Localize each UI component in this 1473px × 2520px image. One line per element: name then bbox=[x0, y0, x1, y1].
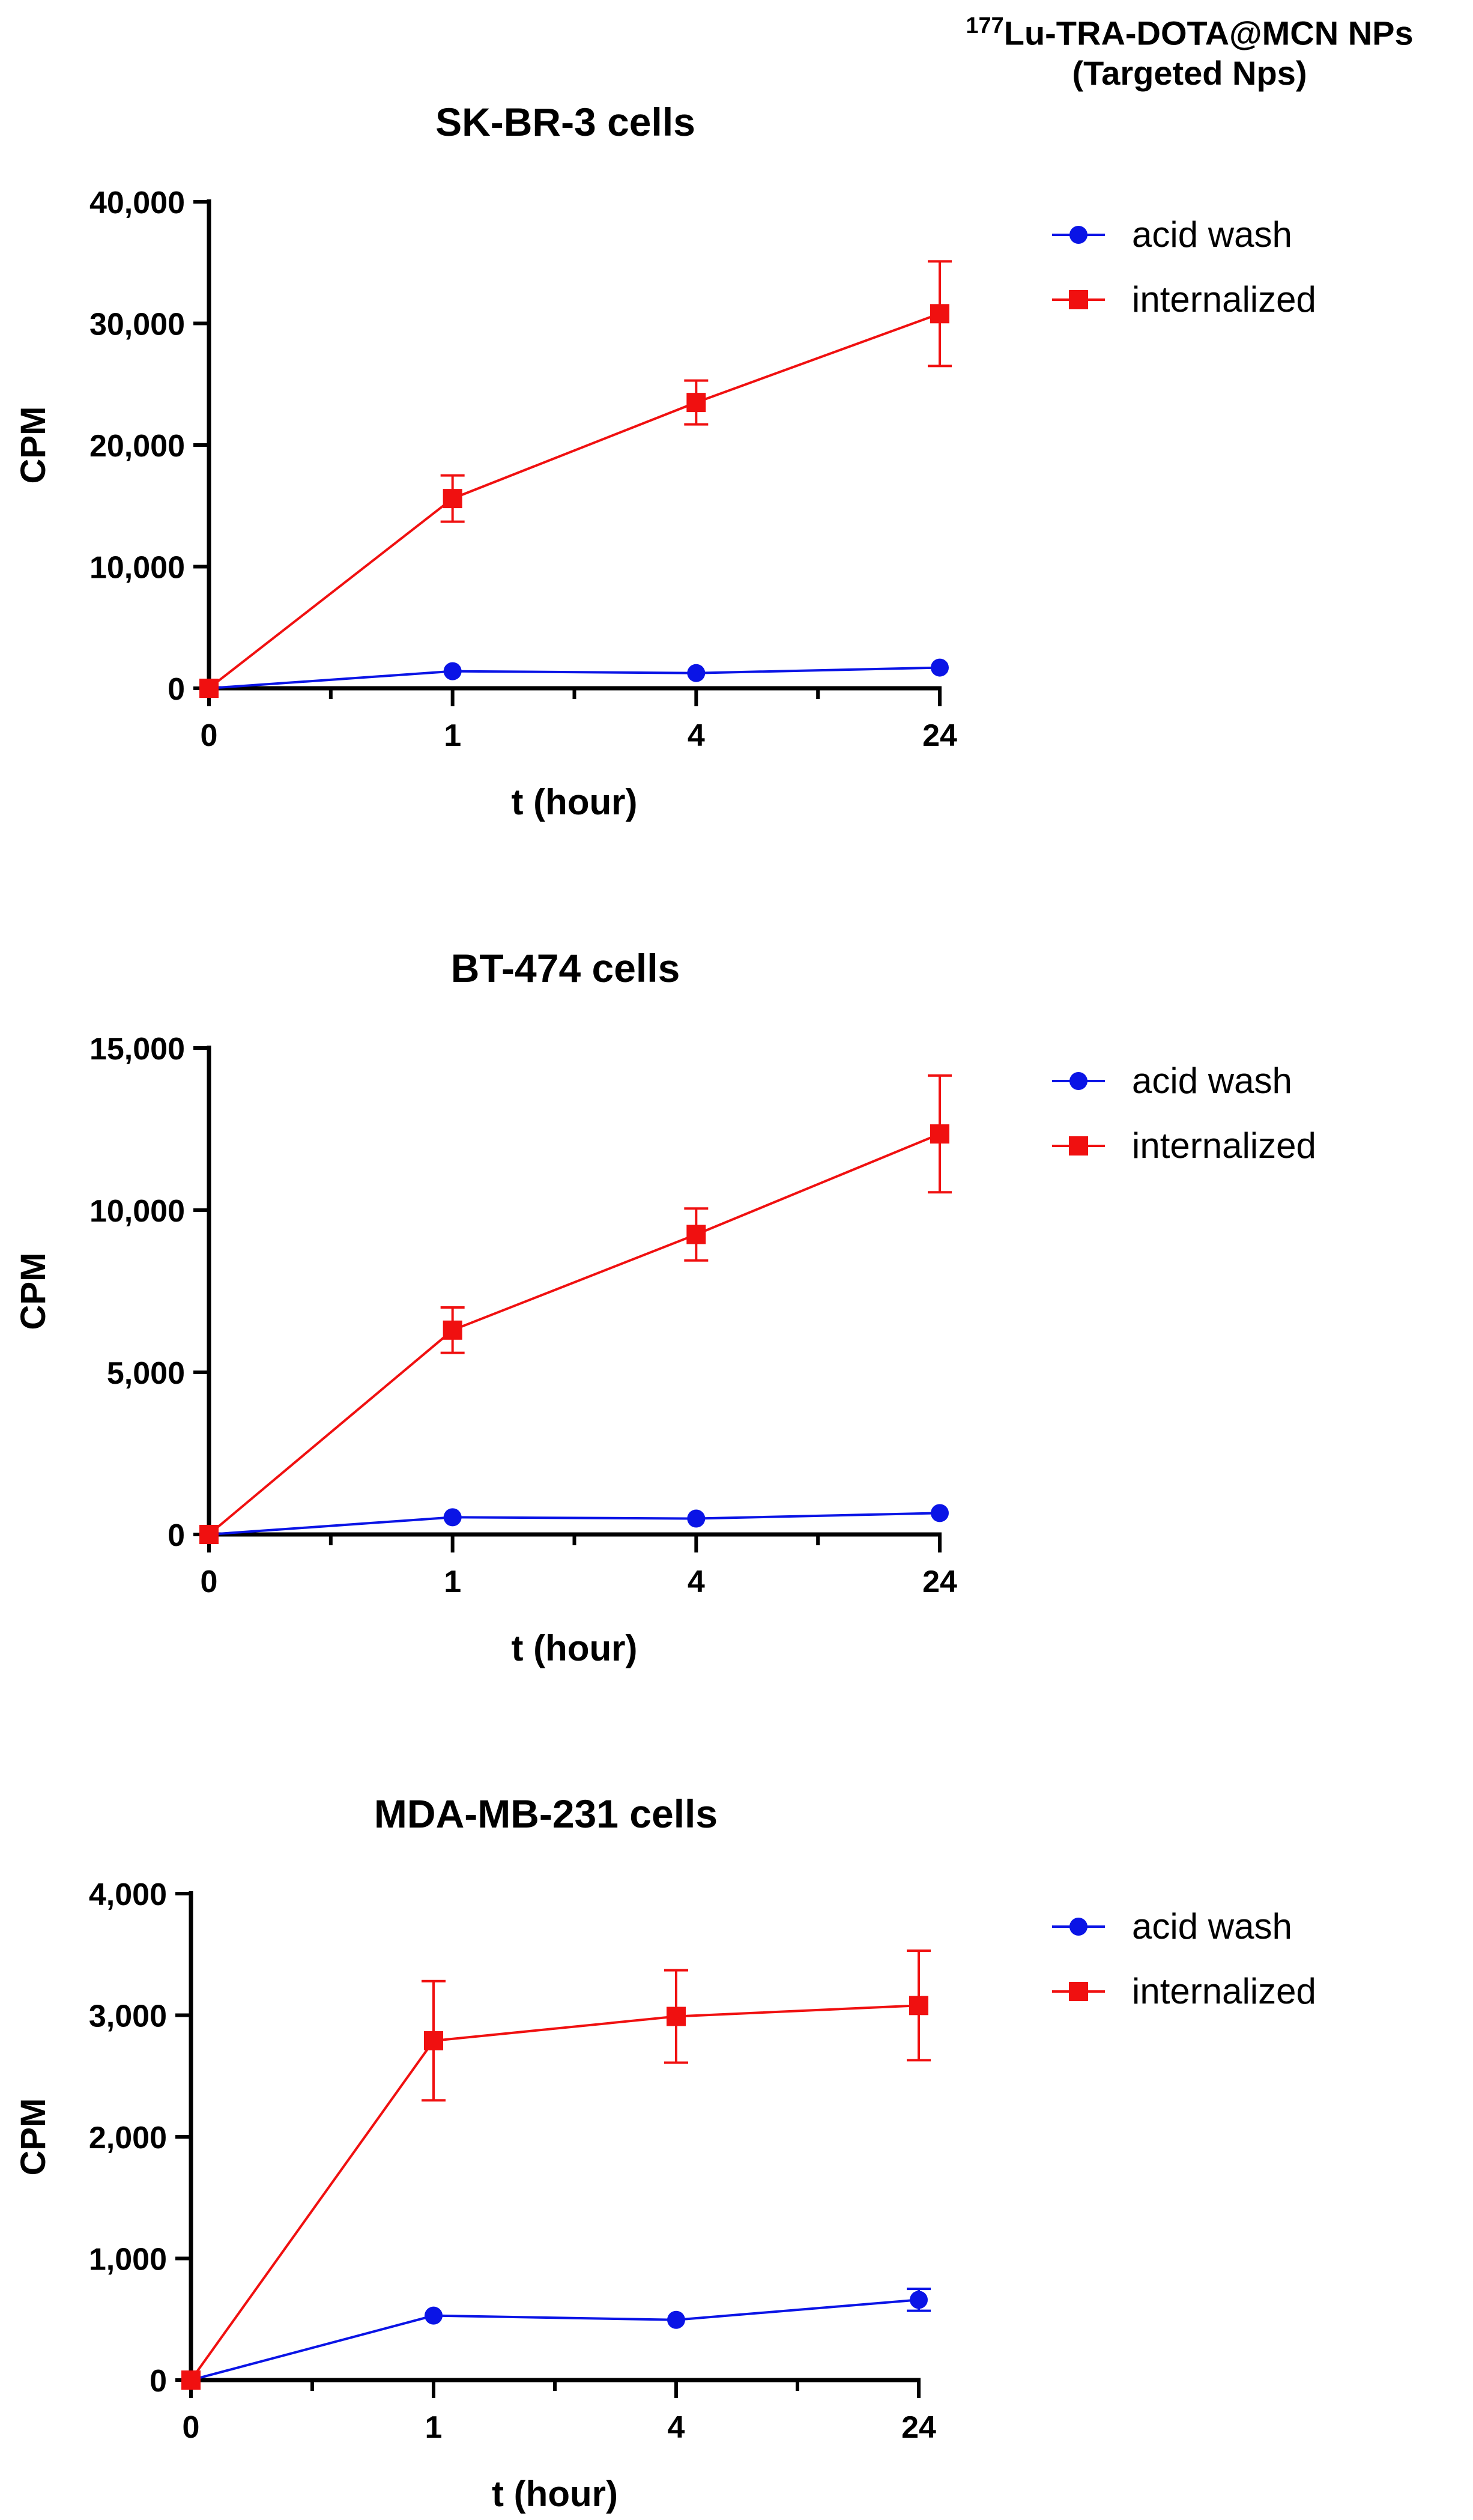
series-line bbox=[208, 1512, 940, 1536]
y-tick-label: 10,000 bbox=[89, 1194, 185, 1229]
y-tick-label: 3,000 bbox=[89, 1999, 167, 2034]
chart-1: SK-BR-3 cells 0 10,000 20,000 30,000 40,000 0 1… bbox=[14, 100, 1316, 822]
chart-title: BT-474 cells bbox=[451, 946, 680, 990]
legend-marker bbox=[1069, 1136, 1088, 1156]
data-point bbox=[687, 1509, 706, 1528]
x-tick-label: 24 bbox=[922, 1564, 957, 1599]
legend: acid wash internalized bbox=[1052, 214, 1316, 320]
y-axis-label: CPM bbox=[14, 2098, 53, 2176]
data-point bbox=[686, 393, 706, 413]
y-tick-label: 40,000 bbox=[89, 186, 185, 220]
header-line-1: 177Lu-TRA-DOTA@MCN NPs bbox=[919, 6, 1460, 53]
y-tick-label: 0 bbox=[168, 1518, 185, 1553]
x-tick-label: 4 bbox=[688, 718, 705, 753]
x-tick-label: 24 bbox=[922, 718, 957, 753]
x-tick-label: 0 bbox=[201, 718, 218, 753]
data-point bbox=[909, 1996, 928, 2016]
y-axis-label: CPM bbox=[14, 1253, 53, 1330]
legend-marker bbox=[1069, 1072, 1087, 1090]
legend-label: internalized bbox=[1132, 279, 1316, 320]
x-tick-label: 4 bbox=[688, 1564, 705, 1599]
y-tick-label: 2,000 bbox=[89, 2121, 167, 2155]
data-point bbox=[199, 1525, 219, 1544]
legend-marker bbox=[1069, 1918, 1087, 1936]
header-title: Lu-TRA-DOTA@MCN NPs bbox=[1003, 14, 1414, 52]
data-point bbox=[443, 662, 462, 680]
data-point bbox=[667, 2310, 685, 2329]
figure-header: 177Lu-TRA-DOTA@MCN NPs (Targeted Nps) bbox=[919, 6, 1460, 93]
legend-label: acid wash bbox=[1132, 214, 1292, 255]
data-point bbox=[443, 1320, 462, 1340]
legend: acid wash internalized bbox=[1052, 1061, 1316, 1166]
data-point bbox=[443, 489, 462, 509]
x-tick-label: 0 bbox=[183, 2410, 200, 2445]
legend-label: acid wash bbox=[1132, 1061, 1292, 1101]
data-point bbox=[425, 2306, 443, 2325]
isotope-mass-number: 177 bbox=[966, 13, 1004, 38]
series-line bbox=[208, 1133, 940, 1536]
series-internalized bbox=[199, 260, 952, 698]
x-tick-label: 1 bbox=[444, 1564, 461, 1599]
y-tick-label: 1,000 bbox=[89, 2243, 167, 2277]
chart-title: MDA-MB-231 cells bbox=[374, 1792, 718, 1836]
series-acid-wash bbox=[182, 2288, 931, 2389]
data-point bbox=[687, 664, 706, 682]
x-tick-label: 0 bbox=[201, 1564, 218, 1599]
series-line bbox=[190, 2298, 919, 2381]
series-internalized bbox=[199, 1074, 952, 1544]
series-line bbox=[208, 666, 940, 689]
x-tick-label: 4 bbox=[668, 2410, 685, 2445]
legend-label: internalized bbox=[1132, 1971, 1316, 2011]
legend: acid wash internalized bbox=[1052, 1906, 1316, 2011]
series-internalized bbox=[181, 1949, 931, 2390]
data-point bbox=[424, 2031, 443, 2051]
y-tick-label: 0 bbox=[168, 672, 185, 707]
data-point bbox=[931, 1504, 949, 1522]
y-tick-label: 5,000 bbox=[107, 1356, 185, 1391]
header-line-2: (Targeted Nps) bbox=[1072, 53, 1307, 92]
data-point bbox=[931, 658, 949, 677]
data-point bbox=[181, 2370, 201, 2390]
y-tick-label: 0 bbox=[150, 2364, 167, 2399]
legend-marker bbox=[1069, 226, 1087, 244]
chart-title: SK-BR-3 cells bbox=[435, 100, 695, 144]
x-tick-label: 1 bbox=[425, 2410, 443, 2445]
legend-label: internalized bbox=[1132, 1125, 1316, 1166]
data-point bbox=[667, 2007, 686, 2026]
data-point bbox=[686, 1225, 706, 1244]
series-line bbox=[208, 312, 940, 689]
y-tick-label: 30,000 bbox=[89, 307, 185, 342]
data-point bbox=[910, 2291, 928, 2309]
data-point bbox=[930, 304, 949, 324]
data-point bbox=[930, 1124, 949, 1144]
x-axis-label: t (hour) bbox=[512, 782, 638, 822]
series-line bbox=[190, 2004, 919, 2381]
legend-marker bbox=[1069, 290, 1088, 309]
legend-marker bbox=[1069, 1982, 1088, 2001]
x-tick-label: 1 bbox=[444, 718, 461, 753]
x-axis-label: t (hour) bbox=[512, 1628, 638, 1668]
y-tick-label: 20,000 bbox=[89, 429, 185, 464]
y-axis-label: CPM bbox=[14, 407, 53, 484]
y-tick-label: 10,000 bbox=[89, 551, 185, 586]
legend-label: acid wash bbox=[1132, 1906, 1292, 1946]
x-axis-label: t (hour) bbox=[492, 2474, 618, 2514]
y-tick-label: 15,000 bbox=[89, 1032, 185, 1067]
chart-3: MDA-MB-231 cells 0 1,000 2,000 3,000 4,000 0 1 4… bbox=[14, 1792, 1316, 2514]
x-tick-label: 24 bbox=[901, 2410, 936, 2445]
chart-2: BT-474 cells 0 5,000 10,000 15,000 0 1 4 24 t (ho… bbox=[14, 946, 1316, 1668]
data-point bbox=[443, 1508, 462, 1527]
y-tick-label: 4,000 bbox=[89, 1877, 167, 1912]
data-point bbox=[199, 679, 219, 698]
